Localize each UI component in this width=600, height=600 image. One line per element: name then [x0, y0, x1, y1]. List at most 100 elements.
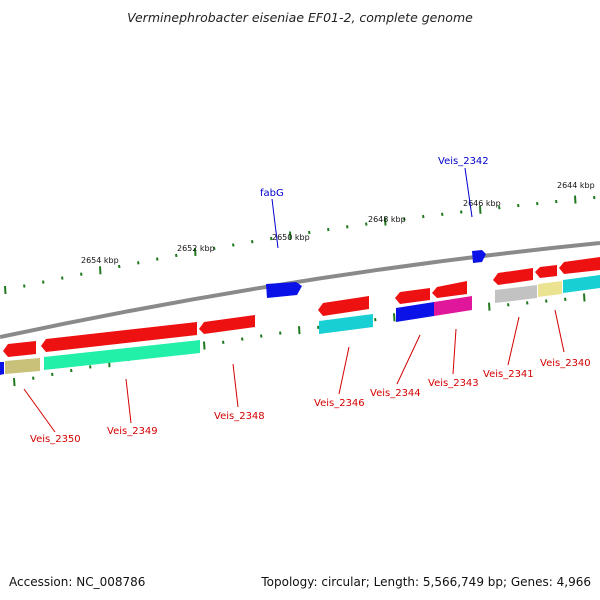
minor-tick — [175, 253, 178, 258]
minor-tick — [156, 257, 159, 261]
minor-tick — [593, 195, 596, 200]
gene-feature[interactable] — [559, 257, 600, 274]
minor-tick — [80, 272, 83, 276]
gene-feature[interactable] — [535, 265, 557, 278]
major-tick — [99, 266, 102, 275]
gene-label[interactable]: Veis_2342 — [438, 156, 489, 167]
leader-line — [452, 328, 457, 375]
minor-tick — [517, 203, 520, 208]
minor-tick — [365, 222, 368, 226]
gene-feature[interactable] — [318, 296, 369, 316]
minor-tick — [251, 240, 254, 244]
gene-feature[interactable] — [432, 281, 467, 298]
major-tick — [298, 326, 301, 335]
major-tick — [203, 341, 206, 350]
scale-label: 2648 kbp — [368, 215, 406, 224]
minor-tick — [260, 334, 263, 338]
major-tick — [574, 195, 577, 204]
gene-label[interactable]: Veis_2340 — [540, 358, 591, 369]
minor-tick — [232, 243, 235, 247]
major-tick — [479, 205, 482, 214]
gene-feature[interactable] — [0, 362, 4, 375]
minor-tick — [403, 217, 406, 221]
minor-tick — [536, 201, 539, 206]
minor-tick — [441, 212, 444, 216]
minor-tick — [279, 331, 282, 335]
topology-text: Topology: circular; Length: 5,566,749 bp… — [260, 575, 591, 589]
genome-backbone — [0, 241, 600, 339]
gene-feature[interactable] — [395, 288, 430, 304]
major-tick — [583, 293, 586, 302]
minor-tick — [241, 337, 244, 341]
gene-feature[interactable] — [493, 268, 533, 285]
gene-label[interactable]: Veis_2344 — [370, 388, 421, 399]
leader-line — [396, 334, 421, 385]
major-tick — [4, 285, 7, 295]
minor-tick — [270, 236, 273, 241]
scale-label: 2652 kbp — [177, 244, 215, 253]
major-tick — [289, 231, 292, 240]
gene-feature[interactable] — [538, 281, 562, 297]
leader-line — [271, 198, 279, 249]
gene-feature[interactable] — [44, 340, 200, 370]
minor-tick — [89, 365, 92, 369]
leader-line — [232, 363, 239, 408]
minor-tick — [118, 264, 121, 269]
leader-line — [507, 316, 520, 366]
minor-tick — [555, 199, 558, 204]
leader-line — [554, 309, 565, 353]
gene-feature[interactable] — [199, 315, 255, 334]
gene-feature[interactable] — [319, 314, 373, 334]
minor-tick — [498, 206, 501, 210]
minor-tick — [23, 284, 26, 288]
leader-line — [338, 346, 350, 395]
gene-label[interactable]: Veis_2343 — [428, 378, 479, 389]
minor-tick — [308, 230, 311, 235]
gene-label[interactable]: Veis_2346 — [314, 398, 365, 409]
gene-label[interactable]: Veis_2341 — [483, 369, 534, 380]
minor-tick — [327, 227, 330, 232]
leader-line — [125, 378, 132, 424]
minor-tick — [32, 376, 35, 380]
major-tick — [194, 247, 197, 256]
gene-feature[interactable] — [266, 282, 302, 298]
scale-label: 2650 kbp — [272, 233, 310, 242]
minor-tick — [422, 214, 425, 219]
major-tick — [384, 217, 387, 226]
minor-tick — [545, 299, 548, 303]
gene-label[interactable]: fabG — [260, 188, 284, 199]
minor-tick — [222, 340, 225, 344]
scale-label: 2646 kbp — [463, 199, 501, 208]
gene-feature[interactable] — [495, 285, 537, 303]
minor-tick — [51, 372, 54, 377]
minor-tick — [317, 325, 320, 330]
gene-feature[interactable] — [41, 322, 197, 352]
scale-label: 2644 kbp — [557, 181, 595, 190]
scale-label: 2654 kbp — [81, 256, 119, 265]
minor-tick — [346, 225, 349, 229]
minor-tick — [213, 246, 216, 251]
gene-labels-top: fabG Veis_2342 — [260, 156, 489, 249]
gene-feature[interactable] — [3, 341, 36, 357]
scale-labels: 2654 kbp 2652 kbp 2650 kbp 2648 kbp 2646… — [81, 181, 595, 265]
gene-labels-bottom: Veis_2350 Veis_2349 Veis_2348 Veis_2346 … — [23, 309, 591, 445]
gene-label[interactable]: Veis_2348 — [214, 411, 265, 422]
major-tick — [488, 302, 491, 311]
gene-feature[interactable] — [396, 302, 434, 322]
minor-tick — [137, 261, 140, 265]
gene-feature[interactable] — [472, 250, 486, 263]
minor-tick — [374, 318, 377, 322]
minor-tick — [564, 297, 567, 301]
gene-label[interactable]: Veis_2350 — [30, 434, 81, 445]
major-tick — [393, 313, 396, 322]
major-tick — [13, 377, 16, 387]
gene-label[interactable]: Veis_2349 — [107, 426, 158, 437]
minor-tick — [507, 303, 510, 307]
gene-feature[interactable] — [434, 296, 472, 316]
leader-line — [464, 167, 473, 218]
leader-line — [23, 388, 56, 433]
minor-tick — [61, 276, 64, 280]
gene-feature[interactable] — [5, 358, 40, 374]
gene-feature[interactable] — [563, 275, 600, 293]
map-title: Verminephrobacter eiseniae EF01-2, compl… — [127, 10, 473, 25]
